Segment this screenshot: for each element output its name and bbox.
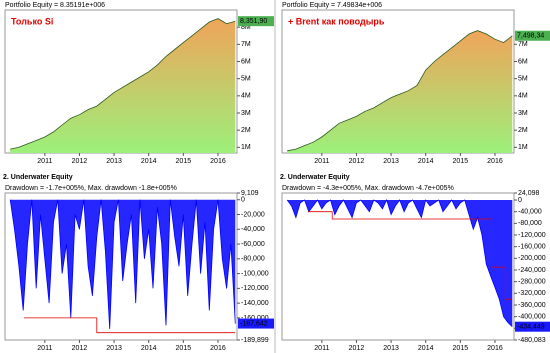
section-title: 2. Underwater Equity [3,174,73,181]
x-tick-label: 2014 [141,158,157,165]
y-tick-label: 5M [241,76,251,83]
x-tick-label: 2014 [418,158,434,165]
area [287,30,513,154]
x-tick-label: 2014 [418,345,434,352]
x-tick-label: 2016 [210,158,226,165]
area [10,199,236,329]
last-value-label: -167,642 [240,320,268,327]
y-tick-label: -60,000 [241,241,265,248]
y-tick-label: 7M [241,41,251,48]
x-tick-label: 2011 [314,345,329,352]
y-tick-label: -40,000 [518,209,542,216]
x-tick-label: 2016 [487,345,503,352]
x-tick-label: 2015 [176,345,192,352]
y-tick-label: -80,000 [241,256,265,263]
y-tick-label: 0 [241,197,245,204]
x-tick-label: 2013 [383,158,399,165]
last-value-label: 8,351,90 [240,18,267,25]
chart-panel: 1M 2M 3M 4M 5M 6M 7M 8M 2011 2012 2013 2014 2015 2016… [4,2,274,165]
line [10,18,236,150]
x-tick-label: 2012 [349,158,365,165]
y-tick-label: 5M [518,76,528,83]
y-tick-label: -240,000 [518,267,546,274]
line [9,199,236,330]
y-tick-label: -120,000 [241,285,269,292]
y-tick-label: 6M [241,58,251,65]
y-tick-label: -160,000 [241,315,269,322]
x-tick-label: 2016 [210,345,226,352]
y-tick-label: -400,000 [518,313,546,320]
y-tick-label: -480,083 [518,337,546,344]
y-tick-label: 4M [518,93,528,100]
section-title: 2. Underwater Equity [280,174,350,181]
x-tick-label: 2013 [106,345,122,352]
line [308,211,513,300]
y-tick-label: 3M [518,110,528,117]
y-tick-label: 2M [518,127,528,134]
y-tick-label: -320,000 [518,290,546,297]
line [24,317,236,334]
y-tick-label: -140,000 [241,300,269,307]
x-tick-label: 2013 [383,345,399,352]
chart-title: Portfolio Equity = 8.35191e+006 [5,2,105,9]
y-tick-label: 2M [241,127,251,134]
x-tick-label: 2015 [453,158,469,165]
y-tick-label: -40,000 [241,226,265,233]
x-tick-label: 2014 [141,345,157,352]
x-tick-label: 2012 [72,345,88,352]
y-tick-label: 4M [241,93,251,100]
y-tick-label: 1M [241,144,251,151]
y-tick-label: 0 [518,197,522,204]
y-tick-label: -280,000 [518,279,546,286]
y-tick-label: 8M [241,24,251,31]
line [286,198,513,327]
y-tick-label: -160,000 [518,244,546,251]
y-tick-label: -189,899 [241,337,269,344]
x-tick-label: 2011 [37,345,52,352]
y-tick-label: 3M [241,110,251,117]
chart-title: Drawdown = -1.7e+005%, Max. drawdown -1.… [5,185,177,192]
area [10,18,236,153]
y-tick-label: -200,000 [518,255,546,262]
y-tick-label: -20,000 [241,211,265,218]
annotation: Только Si [11,16,53,26]
x-tick-label: 2012 [349,345,365,352]
y-tick-label: 9,109 [241,190,259,197]
chart-title: Drawdown = -4.3e+005%, Max. drawdown -4.… [282,185,454,192]
chart-panel: 1M 2M 3M 4M 5M 6M 7M 2011 2012 2013 2014 2015 2016 7,… [281,2,550,165]
x-tick-label: 2011 [314,158,329,165]
last-value-box [238,318,274,329]
last-value-box [238,16,274,27]
last-value-label: -434,449 [517,324,545,331]
y-tick-label: 24,098 [518,190,540,197]
x-tick-label: 2013 [106,158,122,165]
x-tick-label: 2015 [453,345,469,352]
x-tick-label: 2016 [487,158,503,165]
y-tick-label: -100,000 [241,270,269,277]
last-value-box [515,30,550,41]
area [287,200,513,327]
y-tick-label: -80,000 [518,220,542,227]
x-tick-label: 2015 [176,158,192,165]
line [287,30,513,152]
y-tick-label: 6M [518,58,528,65]
y-tick-label: 7M [518,41,528,48]
last-value-box [515,321,550,332]
y-tick-label: 1M [518,144,528,151]
annotation: + Brent как поводырь [288,16,385,26]
chart-title: Portfolio Equity = 7.49834e+006 [282,2,382,9]
y-tick-label: -120,000 [518,232,546,239]
last-value-label: 7,498,34 [517,33,544,40]
x-tick-label: 2012 [72,158,88,165]
x-tick-label: 2011 [37,158,52,165]
y-tick-label: -360,000 [518,302,546,309]
